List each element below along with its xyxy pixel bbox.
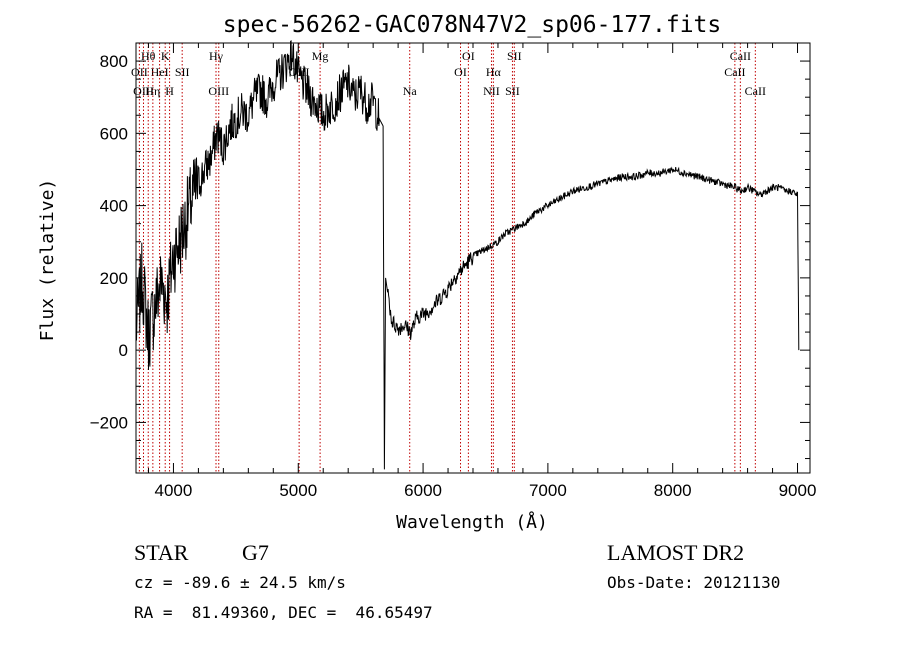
line-marker-label: H: [165, 84, 174, 98]
line-marker-label: OII: [131, 65, 148, 79]
line-marker-label: Hγ: [209, 49, 224, 63]
x-axis-label: Wavelength (Å): [396, 511, 548, 533]
line-marker-label: Hη: [145, 84, 160, 98]
spectrum-series-line: [135, 40, 800, 470]
x-tick-label: 5000: [279, 481, 317, 500]
x-tick-label: 8000: [654, 481, 692, 500]
line-marker-label: Mg: [312, 49, 329, 63]
y-tick-label: 600: [100, 124, 128, 143]
survey-name: LAMOST DR2: [607, 540, 745, 565]
observation-date: Obs-Date: 20121130: [607, 573, 781, 592]
line-marker-label: K: [161, 49, 170, 63]
sky-coordinates: RA = 81.49360, DEC = 46.65497: [134, 603, 433, 622]
line-marker-label: SII: [175, 65, 190, 79]
y-axis-label: Flux (relative): [37, 179, 58, 342]
line-marker-label: OIII: [208, 84, 229, 98]
line-marker-label: Hθ: [141, 49, 156, 63]
object-class: STAR: [134, 540, 189, 565]
chart-title: spec-56262-GAC078N47V2_sp06-177.fits: [223, 12, 722, 38]
line-marker-label: CaII: [745, 84, 766, 98]
x-tick-label: 9000: [779, 481, 817, 500]
y-tick-label: 800: [100, 52, 128, 71]
redshift-velocity: cz = -89.6 ± 24.5 km/s: [134, 573, 346, 592]
axis-ticks: 4000 5000 6000 7000 8000 9000 −200 0 200 400 600 80…: [90, 42, 817, 500]
line-marker-label: Hα: [486, 65, 502, 79]
y-tick-label: 200: [100, 269, 128, 288]
line-marker-label: CaII: [730, 49, 751, 63]
y-tick-label: 400: [100, 197, 128, 216]
line-marker-label: OIII: [133, 84, 154, 98]
line-marker-label: SII: [505, 84, 520, 98]
x-tick-label: 7000: [529, 481, 567, 500]
object-subclass: G7: [242, 540, 269, 565]
x-tick-label: 6000: [404, 481, 442, 500]
line-marker-label: SII: [507, 49, 522, 63]
line-marker-label: Na: [403, 84, 418, 98]
line-marker-label: CaII: [724, 65, 745, 79]
x-tick-label: 4000: [155, 481, 193, 500]
y-tick-label: −200: [90, 413, 128, 432]
line-marker-label: NII: [483, 84, 500, 98]
line-marker-label: OI: [454, 65, 467, 79]
line-marker-label: HeI: [151, 65, 169, 79]
y-tick-label: 0: [119, 341, 128, 360]
line-marker-label: OI: [462, 49, 475, 63]
